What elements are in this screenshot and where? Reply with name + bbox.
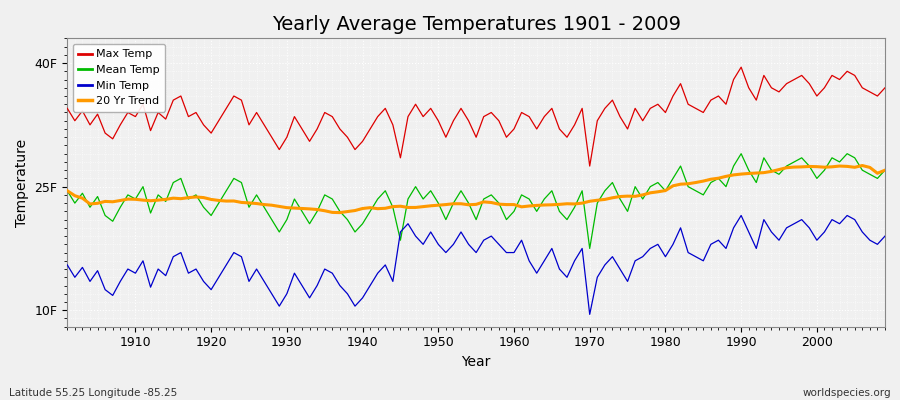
Text: Latitude 55.25 Longitude -85.25: Latitude 55.25 Longitude -85.25 <box>9 388 177 398</box>
Text: worldspecies.org: worldspecies.org <box>803 388 891 398</box>
Legend: Max Temp, Mean Temp, Min Temp, 20 Yr Trend: Max Temp, Mean Temp, Min Temp, 20 Yr Tre… <box>73 44 166 112</box>
Y-axis label: Temperature: Temperature <box>15 138 29 226</box>
X-axis label: Year: Year <box>462 355 490 369</box>
Title: Yearly Average Temperatures 1901 - 2009: Yearly Average Temperatures 1901 - 2009 <box>272 15 680 34</box>
